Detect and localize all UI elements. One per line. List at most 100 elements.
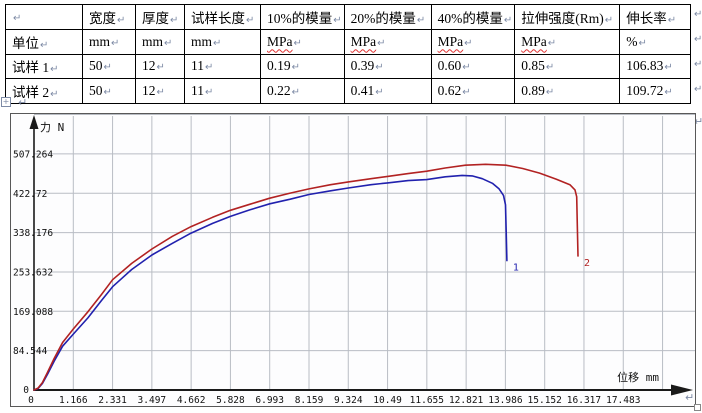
data-cell[interactable]: 0.60↵ <box>430 53 516 80</box>
row-label-cell[interactable]: 试样 1↵ <box>5 53 83 80</box>
row-label-cell[interactable]: 试样 2↵ <box>5 78 83 105</box>
data-cell[interactable]: MPa↵ <box>260 28 345 55</box>
column-header-cell[interactable]: 宽度↵ <box>82 4 136 30</box>
cell-end-mark: ↵ <box>416 14 426 26</box>
column-header-cell[interactable]: 伸长率↵ <box>619 4 692 30</box>
table-row: 单位↵ mm↵ mm↵ mm↵ MPa↵ MPa↵ MPa↵ MPa↵ %↵ <box>5 28 692 55</box>
x-axis-arrow-icon <box>671 384 693 396</box>
x-tick-label: 5.828 <box>216 395 245 406</box>
cell-text: 40%的模量 <box>437 10 503 26</box>
cell-text: 0.22 <box>267 83 291 99</box>
row-label-cell[interactable]: 单位↵ <box>5 28 83 55</box>
y-tick-label: 338.176 <box>13 228 53 239</box>
data-cell[interactable]: MPa↵ <box>430 28 516 55</box>
cell-end-mark: ↵ <box>293 37 302 49</box>
cell-end-mark: ↵ <box>103 87 112 99</box>
data-cell[interactable]: MPa↵ <box>343 28 432 55</box>
x-tick-label: 8.159 <box>295 395 324 406</box>
cell-end-mark: ↵ <box>117 14 126 26</box>
data-cell[interactable]: 0.85↵ <box>514 53 621 80</box>
paragraph-mark: ↵ <box>18 96 28 109</box>
x-origin-label: 0 <box>28 395 34 406</box>
x-tick-label: 10.49 <box>373 395 402 406</box>
table-move-handle-icon[interactable]: + <box>1 97 11 107</box>
x-tick-label: 15.152 <box>528 395 562 406</box>
x-tick-label: 11.655 <box>410 395 444 406</box>
y-tick-label: 84.544 <box>13 346 48 357</box>
cell-text: MPa <box>521 33 547 49</box>
data-cell[interactable]: 50↵ <box>82 53 136 80</box>
y-tick-label: 422.72 <box>13 189 47 200</box>
row-end-mark: ↵ <box>694 9 702 20</box>
cell-text: mm <box>89 33 111 49</box>
paragraph-mark: ↵ <box>694 115 702 128</box>
column-header-cell[interactable]: 厚度↵ <box>135 4 185 30</box>
data-cell[interactable]: 11↵ <box>184 53 261 80</box>
cell-text: 0.85 <box>521 58 545 74</box>
cell-end-mark: ↵ <box>156 87 165 99</box>
data-cell[interactable]: 106.83↵ <box>619 53 692 80</box>
table-row: 试样 1↵ 50↵ 12↵ 11↵ 0.19↵ 0.39↵ 0.60↵ 0.85↵ 106.83… <box>5 53 692 80</box>
cell-end-mark: ↵ <box>111 37 120 49</box>
selection-handle[interactable] <box>694 404 701 411</box>
cell-text: MPa <box>437 33 464 49</box>
data-cell[interactable]: mm↵ <box>135 28 185 55</box>
cell-end-mark: ↵ <box>103 62 112 74</box>
cell-end-mark: ↵ <box>664 62 673 74</box>
x-tick-label: 3.497 <box>138 395 167 406</box>
column-header-cell[interactable]: 试样长度↵ <box>184 4 261 30</box>
cell-end-mark: ↵ <box>156 62 165 74</box>
cell-end-mark: ↵ <box>545 87 555 99</box>
column-header-cell[interactable]: 20%的模量↵ <box>343 4 432 30</box>
x-tick-label: 17.483 <box>606 395 640 406</box>
table-header-row: ↵ 宽度↵ 厚度↵ 试样长度↵ 10%的模量↵ 20%的模量↵ 40%的模量↵ 拉伸强度(Rm… <box>5 4 692 30</box>
data-cell[interactable]: 0.41↵ <box>343 78 432 105</box>
cell-end-mark: ↵ <box>664 87 673 99</box>
cell-text: 厚度 <box>142 10 169 26</box>
cell-end-mark: ↵ <box>375 87 384 99</box>
cell-end-mark: ↵ <box>604 14 614 26</box>
cell-end-mark: ↵ <box>50 89 59 101</box>
data-cell[interactable]: MPa↵ <box>514 28 621 55</box>
column-header-cell[interactable]: 40%的模量↵ <box>430 4 516 30</box>
x-tick-label: 12.821 <box>449 395 484 406</box>
cell-text: 11 <box>191 58 204 74</box>
material-test-table[interactable]: ↵ 宽度↵ 厚度↵ 试样长度↵ 10%的模量↵ 20%的模量↵ 40%的模量↵ 拉伸强度(Rm… <box>5 4 692 105</box>
x-tick-label: 2.331 <box>98 395 127 406</box>
curve-label-1: 1 <box>513 263 519 274</box>
y-axis-arrow-icon <box>29 115 39 129</box>
row-end-mark: ↵ <box>694 59 702 70</box>
data-cell[interactable]: 0.62↵ <box>430 78 516 105</box>
cell-end-mark: ↵ <box>667 14 677 26</box>
cell-end-mark: ↵ <box>375 62 384 74</box>
data-cell[interactable]: 12↵ <box>135 78 185 105</box>
cell-end-mark: ↵ <box>213 37 222 49</box>
cell-text: 试样长度 <box>191 10 245 26</box>
data-cell[interactable]: 0.19↵ <box>260 53 345 80</box>
column-header-cell[interactable]: 10%的模量↵ <box>260 4 345 30</box>
x-tick-label: 6.993 <box>255 395 284 406</box>
row-end-mark: ↵ <box>694 84 702 95</box>
data-cell[interactable]: mm↵ <box>82 28 136 55</box>
data-cell[interactable]: 11↵ <box>184 78 261 105</box>
column-header-cell[interactable]: ↵ <box>5 4 83 30</box>
data-cell[interactable]: 0.89↵ <box>514 78 621 105</box>
data-cell[interactable]: %↵ <box>619 28 692 55</box>
cell-end-mark: ↵ <box>13 12 22 24</box>
cell-end-mark: ↵ <box>164 37 173 49</box>
cell-text: 伸长率 <box>626 10 667 26</box>
data-cell[interactable]: 109.72↵ <box>619 78 692 105</box>
cell-text: 20%的模量 <box>350 10 416 26</box>
data-cell[interactable]: 50↵ <box>82 78 136 105</box>
cell-end-mark: ↵ <box>377 37 386 49</box>
data-cell[interactable]: mm↵ <box>184 28 261 55</box>
column-header-cell[interactable]: 拉伸强度(Rm)↵ <box>514 4 621 30</box>
data-cell[interactable]: 0.22↵ <box>260 78 345 105</box>
cell-end-mark: ↵ <box>246 14 255 26</box>
cell-text: 0.39 <box>350 58 375 74</box>
data-cell[interactable]: 0.39↵ <box>343 53 432 80</box>
y-tick-label: 253.632 <box>13 267 53 278</box>
cell-end-mark: ↵ <box>462 62 471 74</box>
data-cell[interactable]: 12↵ <box>135 53 185 80</box>
table-row: 试样 2↵ 50↵ 12↵ 11↵ 0.22↵ 0.41↵ 0.62↵ 0.89↵ 109.72… <box>5 78 692 105</box>
